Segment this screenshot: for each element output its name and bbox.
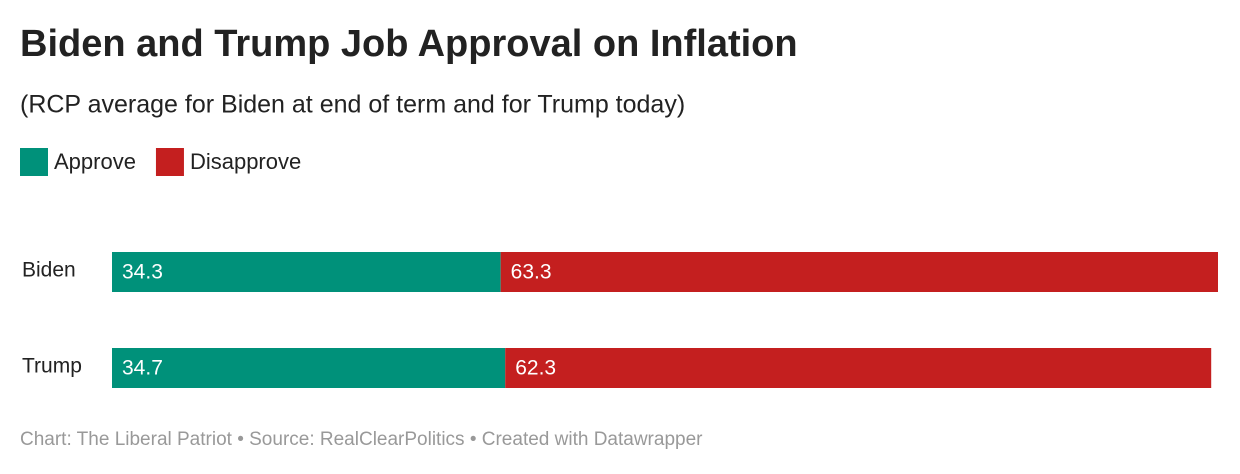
value-label: 34.3 <box>122 261 163 284</box>
bar-segment <box>112 348 506 388</box>
legend-swatch <box>155 148 184 176</box>
y-tick-label: Trump <box>22 355 82 378</box>
legend-label: Approve <box>54 149 136 174</box>
bar-segment <box>500 252 1218 292</box>
value-label: 62.3 <box>515 357 556 380</box>
footer: Chart: The Liberal Patriot • Source: Rea… <box>20 429 703 450</box>
value-label: 63.3 <box>511 261 552 284</box>
bar-segment <box>112 252 501 292</box>
bar-segment <box>505 348 1212 388</box>
value-label: 34.7 <box>122 357 163 380</box>
legend-swatch <box>20 148 48 176</box>
chart-subtitle: (RCP average for Biden at end of term an… <box>20 91 685 119</box>
y-tick-label: Biden <box>22 259 76 282</box>
chart-title: Biden and Trump Job Approval on Inflatio… <box>20 23 798 65</box>
legend-label: Disapprove <box>190 149 301 174</box>
